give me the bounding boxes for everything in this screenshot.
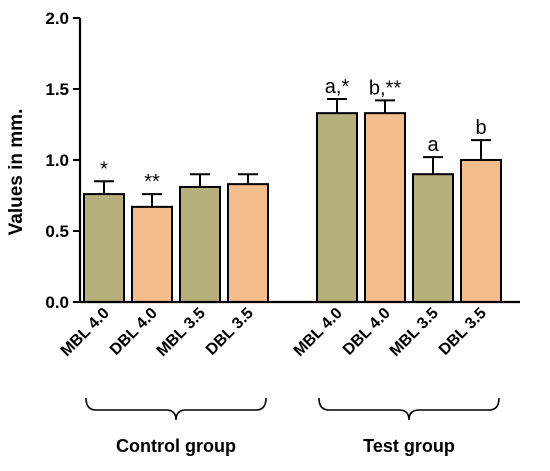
y-tick-label: 0.5 (45, 222, 69, 241)
group-bracket (85, 397, 267, 421)
bar (83, 193, 125, 303)
category-label: MBL 3.5 (387, 305, 442, 360)
y-tick-label: 1.0 (45, 151, 69, 170)
group-label: Control group (116, 436, 236, 456)
category-label: MBL 4.0 (58, 305, 113, 360)
bar-annotation: b,** (369, 77, 401, 99)
bar (364, 112, 406, 303)
bar (316, 112, 358, 303)
group-labels: Control group Test group (85, 397, 500, 456)
bar-annotation: a,* (325, 76, 350, 98)
category-label: DBL 4.0 (107, 305, 161, 359)
bar (131, 205, 173, 303)
y-tick-label: 0.0 (45, 293, 69, 312)
bar-annotation: * (100, 158, 108, 180)
category-label: DBL 3.5 (436, 305, 490, 359)
category-label: DBL 3.5 (203, 305, 257, 359)
bar-annotation: b (475, 117, 486, 139)
y-tick-label: 2.0 (45, 9, 69, 28)
y-axis: 0.0 0.5 1.0 1.5 2.0 (45, 9, 82, 312)
bar (179, 185, 221, 303)
bar-annotation: ** (144, 171, 160, 193)
category-label: MBL 4.0 (291, 305, 346, 360)
group-label: Test group (363, 436, 455, 456)
bar (460, 159, 502, 303)
group-bracket (318, 397, 500, 421)
y-axis-title: Values in mm. (6, 109, 27, 236)
bars: ***a,* b,**ab (80, 76, 520, 304)
category-label: DBL 4.0 (340, 305, 394, 359)
category-label: MBL 3.5 (154, 305, 209, 360)
bar-annotation: a (427, 134, 439, 156)
y-tick-label: 1.5 (45, 80, 69, 99)
bar (227, 183, 269, 303)
bar (412, 173, 454, 303)
